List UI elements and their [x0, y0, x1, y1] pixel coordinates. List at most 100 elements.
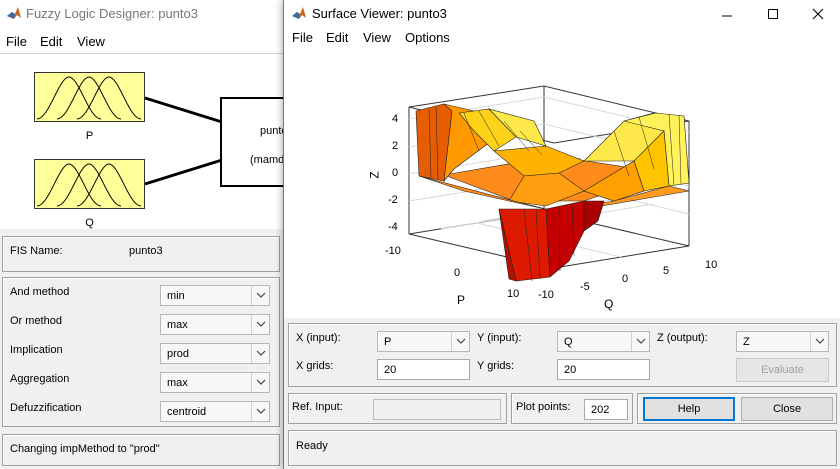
plot-points-value: 202: [591, 404, 610, 416]
ref-input-label: Ref. Input:: [292, 401, 343, 413]
fis-name-value: punto3: [129, 245, 163, 257]
designer-title-bar[interactable]: Fuzzy Logic Designer: punto3: [0, 0, 300, 27]
fis-diagram: P Q punto (mamd: [0, 53, 310, 229]
fis-name-panel: FIS Name: punto3: [2, 236, 280, 272]
x-grids-value: 20: [384, 364, 397, 376]
y-input-select[interactable]: Q: [557, 331, 650, 352]
x-input-value: P: [384, 336, 392, 348]
y-grids-field[interactable]: 20: [557, 359, 650, 380]
z-tick: -2: [388, 194, 398, 206]
or-method-value: max: [167, 319, 188, 331]
designer-title: Fuzzy Logic Designer: punto3: [26, 6, 198, 21]
ref-input-panel: Ref. Input:: [288, 393, 507, 424]
help-button[interactable]: Help: [643, 397, 735, 421]
plot-points-label: Plot points:: [516, 401, 571, 413]
z-output-value: Z: [743, 336, 750, 348]
surface-mesh: [415, 103, 690, 282]
system-name-label: punto: [260, 125, 288, 137]
matlab-logo-icon: [6, 6, 22, 20]
membership-curves-icon: [36, 76, 142, 120]
z-tick: 4: [392, 113, 399, 125]
input-p-mf-box[interactable]: [34, 72, 145, 122]
z-tick: 0: [392, 167, 399, 179]
z-output-select[interactable]: Z: [736, 331, 829, 352]
viewer-menu-edit[interactable]: Edit: [326, 30, 349, 45]
defuzzification-select[interactable]: centroid: [160, 401, 270, 422]
maximize-button[interactable]: [750, 0, 796, 27]
y-input-value: Q: [564, 336, 573, 348]
fuzzy-logic-designer-window: Fuzzy Logic Designer: punto3 File Edit V…: [0, 0, 310, 469]
aggregation-label: Aggregation: [10, 373, 70, 385]
and-method-label: And method: [10, 286, 70, 298]
viewer-menu-view[interactable]: View: [363, 30, 391, 45]
z-output-label: Z (output):: [657, 332, 708, 344]
q-tick: 0: [622, 273, 629, 285]
viewer-menu-options[interactable]: Options: [405, 30, 450, 45]
evaluate-button[interactable]: Evaluate: [736, 358, 829, 382]
q-tick: 5: [663, 265, 670, 277]
defuzzification-label: Defuzzification: [10, 402, 82, 414]
diagram-connectors: [144, 96, 223, 186]
y-grids-label: Y grids:: [477, 360, 515, 372]
x-input-label: X (input):: [296, 332, 341, 344]
designer-menu-file[interactable]: File: [6, 34, 27, 49]
and-method-select[interactable]: min: [160, 285, 270, 306]
minimize-button[interactable]: [704, 0, 750, 27]
fis-name-label: FIS Name:: [10, 245, 63, 257]
chevron-down-icon: [631, 332, 649, 351]
surface-plot-area[interactable]: 4 2 0 -2 -4 Z -10 0 10 P -10 -5 0 5 10 Q: [284, 51, 840, 318]
q-tick: -10: [538, 289, 554, 301]
viewer-title-bar[interactable]: Surface Viewer: punto3: [284, 0, 840, 27]
x-grids-field[interactable]: 20: [377, 359, 470, 380]
implication-value: prod: [167, 348, 190, 360]
designer-status-text: Changing impMethod to "prod": [10, 443, 160, 455]
close-button[interactable]: Close: [741, 397, 833, 421]
input-p-label: P: [85, 130, 94, 142]
input-q-label: Q: [85, 217, 94, 229]
implication-select[interactable]: prod: [160, 343, 270, 364]
viewer-status-panel: Ready: [288, 430, 837, 466]
q-axis-label: Q: [604, 297, 614, 311]
chevron-down-icon: [251, 373, 269, 392]
chevron-down-icon: [251, 286, 269, 305]
implication-label: Implication: [10, 344, 63, 356]
surface-plot[interactable]: [284, 51, 840, 318]
mesh-lines: [428, 106, 682, 282]
aggregation-value: max: [167, 377, 188, 389]
z-tick: -4: [388, 221, 398, 233]
or-method-select[interactable]: max: [160, 314, 270, 335]
p-axis-label: P: [457, 293, 466, 307]
x-input-select[interactable]: P: [377, 331, 470, 352]
z-tick: 2: [392, 140, 399, 152]
axes-controls-panel: X (input): P Y (input): Q Z (output): Z …: [288, 323, 837, 387]
surface-viewer-window: Surface Viewer: punto3 File Edit View Op…: [283, 0, 840, 469]
q-tick: 10: [705, 259, 718, 271]
z-axis-label: Z: [367, 171, 382, 179]
x-grids-label: X grids:: [296, 360, 334, 372]
methods-panel: And method min Or method max Implication…: [2, 277, 280, 427]
chevron-down-icon: [810, 332, 828, 351]
and-method-value: min: [167, 290, 185, 302]
p-tick: 0: [454, 267, 461, 279]
viewer-menu-file[interactable]: File: [292, 30, 313, 45]
ref-input-field[interactable]: [373, 399, 501, 420]
q-tick: -5: [580, 281, 590, 293]
close-window-button[interactable]: [795, 0, 840, 27]
designer-menu-bar: File Edit View: [0, 27, 300, 53]
plot-points-field[interactable]: 202: [584, 399, 628, 420]
viewer-status-text: Ready: [296, 440, 328, 452]
y-input-label: Y (input):: [477, 332, 522, 344]
y-grids-value: 20: [564, 364, 577, 376]
system-type-label: (mamd: [250, 154, 285, 166]
designer-status-panel: Changing impMethod to "prod": [2, 434, 280, 466]
p-tick: 10: [507, 288, 520, 300]
input-q-mf-box[interactable]: [34, 159, 145, 209]
designer-menu-view[interactable]: View: [77, 34, 105, 49]
viewer-menu-bar: File Edit View Options: [284, 27, 840, 51]
chevron-down-icon: [251, 315, 269, 334]
defuzzification-value: centroid: [167, 406, 207, 418]
action-buttons-panel: Help Close: [637, 393, 837, 424]
plot-points-panel: Plot points: 202: [511, 393, 633, 424]
aggregation-select[interactable]: max: [160, 372, 270, 393]
designer-menu-edit[interactable]: Edit: [40, 34, 63, 49]
